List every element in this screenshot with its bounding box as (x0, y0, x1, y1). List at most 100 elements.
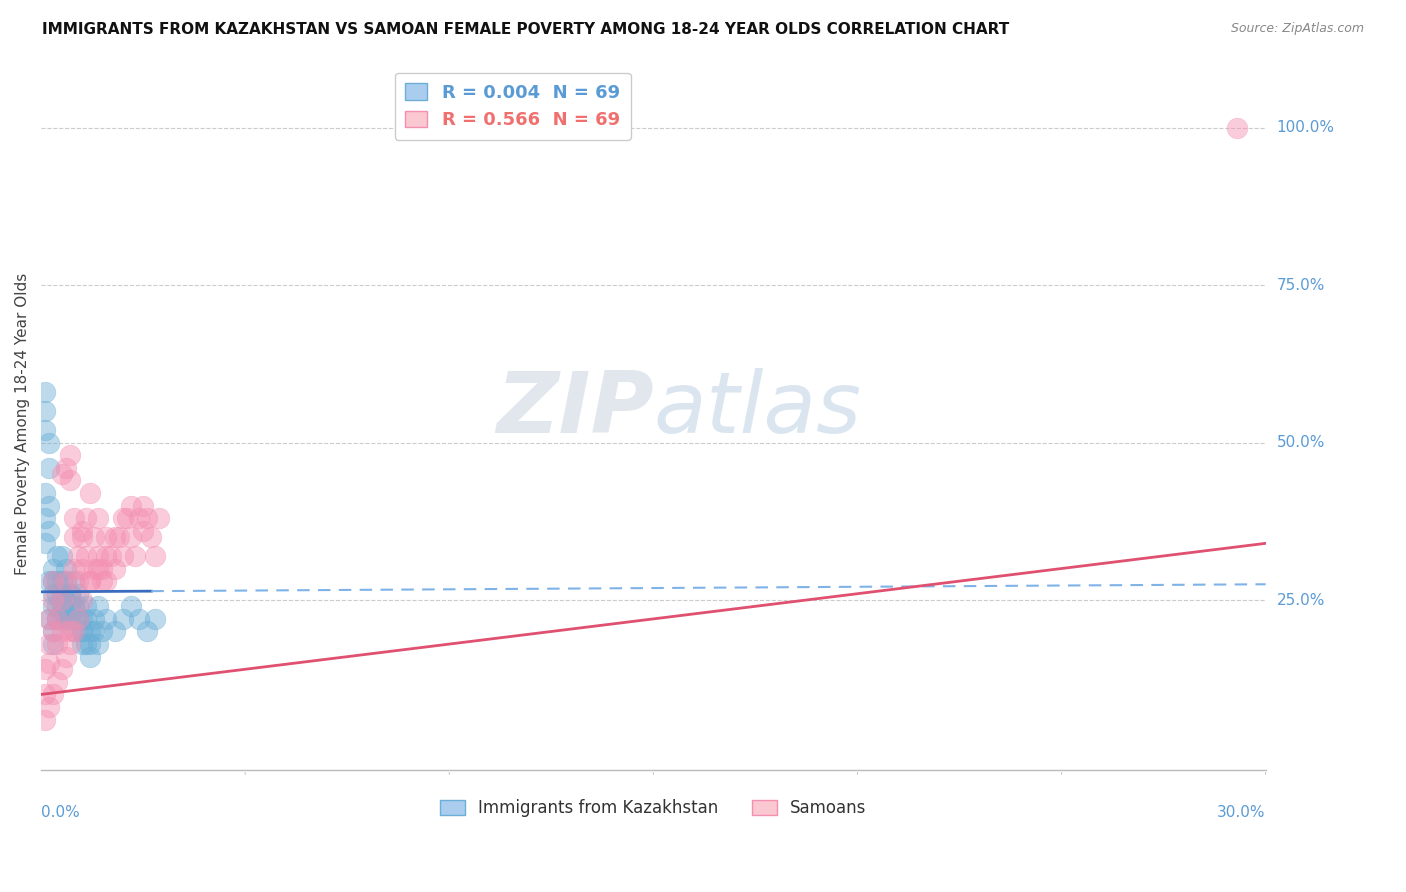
Point (51, 574, 73, 588)
Point (46, 612, 69, 626)
Point (83, 530, 105, 544)
Point (66, 549, 89, 563)
Point (46, 612, 69, 626)
Point (62, 624, 84, 639)
Point (96, 549, 118, 563)
Point (42, 593, 65, 607)
Text: 50.0%: 50.0% (1277, 435, 1324, 450)
Point (51, 549, 73, 563)
Point (148, 511, 170, 525)
Point (120, 499, 142, 513)
Point (51, 467, 73, 481)
Point (38, 656, 60, 670)
Point (132, 524, 155, 538)
Point (120, 599, 142, 614)
Point (96, 530, 118, 544)
Point (70, 624, 93, 639)
Point (145, 549, 167, 563)
Text: 30.0%: 30.0% (1218, 805, 1265, 820)
Point (136, 511, 159, 525)
Point (115, 511, 138, 525)
Point (38, 612, 60, 626)
Point (38, 460, 60, 475)
Point (79, 486, 101, 500)
Point (75, 599, 97, 614)
Point (120, 530, 142, 544)
Point (87, 599, 110, 614)
Point (75, 511, 97, 525)
Point (62, 599, 84, 614)
Text: 75.0%: 75.0% (1277, 277, 1324, 293)
Text: 25.0%: 25.0% (1277, 592, 1324, 607)
Point (51, 606, 73, 620)
Point (62, 561, 84, 575)
Point (66, 599, 89, 614)
Point (38, 612, 60, 626)
Point (70, 612, 93, 626)
Point (70, 561, 93, 575)
Point (38, 524, 60, 538)
Point (100, 549, 122, 563)
Point (55, 460, 77, 475)
Point (79, 574, 101, 588)
Point (46, 574, 69, 588)
Point (59, 612, 82, 626)
Point (55, 612, 77, 626)
Text: atlas: atlas (654, 368, 862, 451)
Y-axis label: Female Poverty Among 18-24 Year Olds: Female Poverty Among 18-24 Year Olds (15, 273, 30, 574)
Point (51, 593, 73, 607)
Point (91, 624, 114, 639)
Point (42, 561, 65, 575)
Text: ZIP: ZIP (496, 368, 654, 451)
Point (70, 524, 93, 538)
Point (70, 624, 93, 639)
Point (107, 530, 129, 544)
Point (141, 530, 163, 544)
Point (46, 549, 69, 563)
Point (103, 530, 125, 544)
Point (42, 599, 65, 614)
Point (62, 530, 84, 544)
Point (34, 688, 56, 702)
Point (38, 700, 60, 714)
Point (51, 662, 73, 676)
Point (55, 612, 77, 626)
Point (75, 549, 97, 563)
Point (79, 637, 101, 651)
Point (42, 624, 65, 639)
Point (46, 612, 69, 626)
Point (46, 637, 69, 651)
Point (83, 612, 105, 626)
Point (79, 574, 101, 588)
Point (128, 612, 150, 626)
Point (42, 624, 65, 639)
Point (62, 624, 84, 639)
Text: 100.0%: 100.0% (1277, 120, 1334, 136)
Point (59, 587, 82, 601)
Point (42, 637, 65, 651)
Point (42, 688, 65, 702)
Point (96, 574, 118, 588)
Point (111, 612, 134, 626)
Point (55, 593, 77, 607)
Point (59, 637, 82, 651)
Point (55, 574, 77, 588)
Text: Source: ZipAtlas.com: Source: ZipAtlas.com (1230, 22, 1364, 36)
Point (59, 474, 82, 488)
Point (91, 574, 114, 588)
Point (75, 637, 97, 651)
Point (87, 561, 110, 575)
Point (59, 448, 82, 462)
Point (87, 549, 110, 563)
Point (75, 612, 97, 626)
Point (51, 599, 73, 614)
Point (38, 637, 60, 651)
Point (46, 674, 69, 689)
Point (38, 574, 60, 588)
Point (51, 624, 73, 639)
Point (70, 637, 93, 651)
Point (132, 499, 155, 513)
Point (62, 599, 84, 614)
Point (111, 511, 134, 525)
Legend: Immigrants from Kazakhstan, Samoans: Immigrants from Kazakhstan, Samoans (433, 793, 873, 824)
